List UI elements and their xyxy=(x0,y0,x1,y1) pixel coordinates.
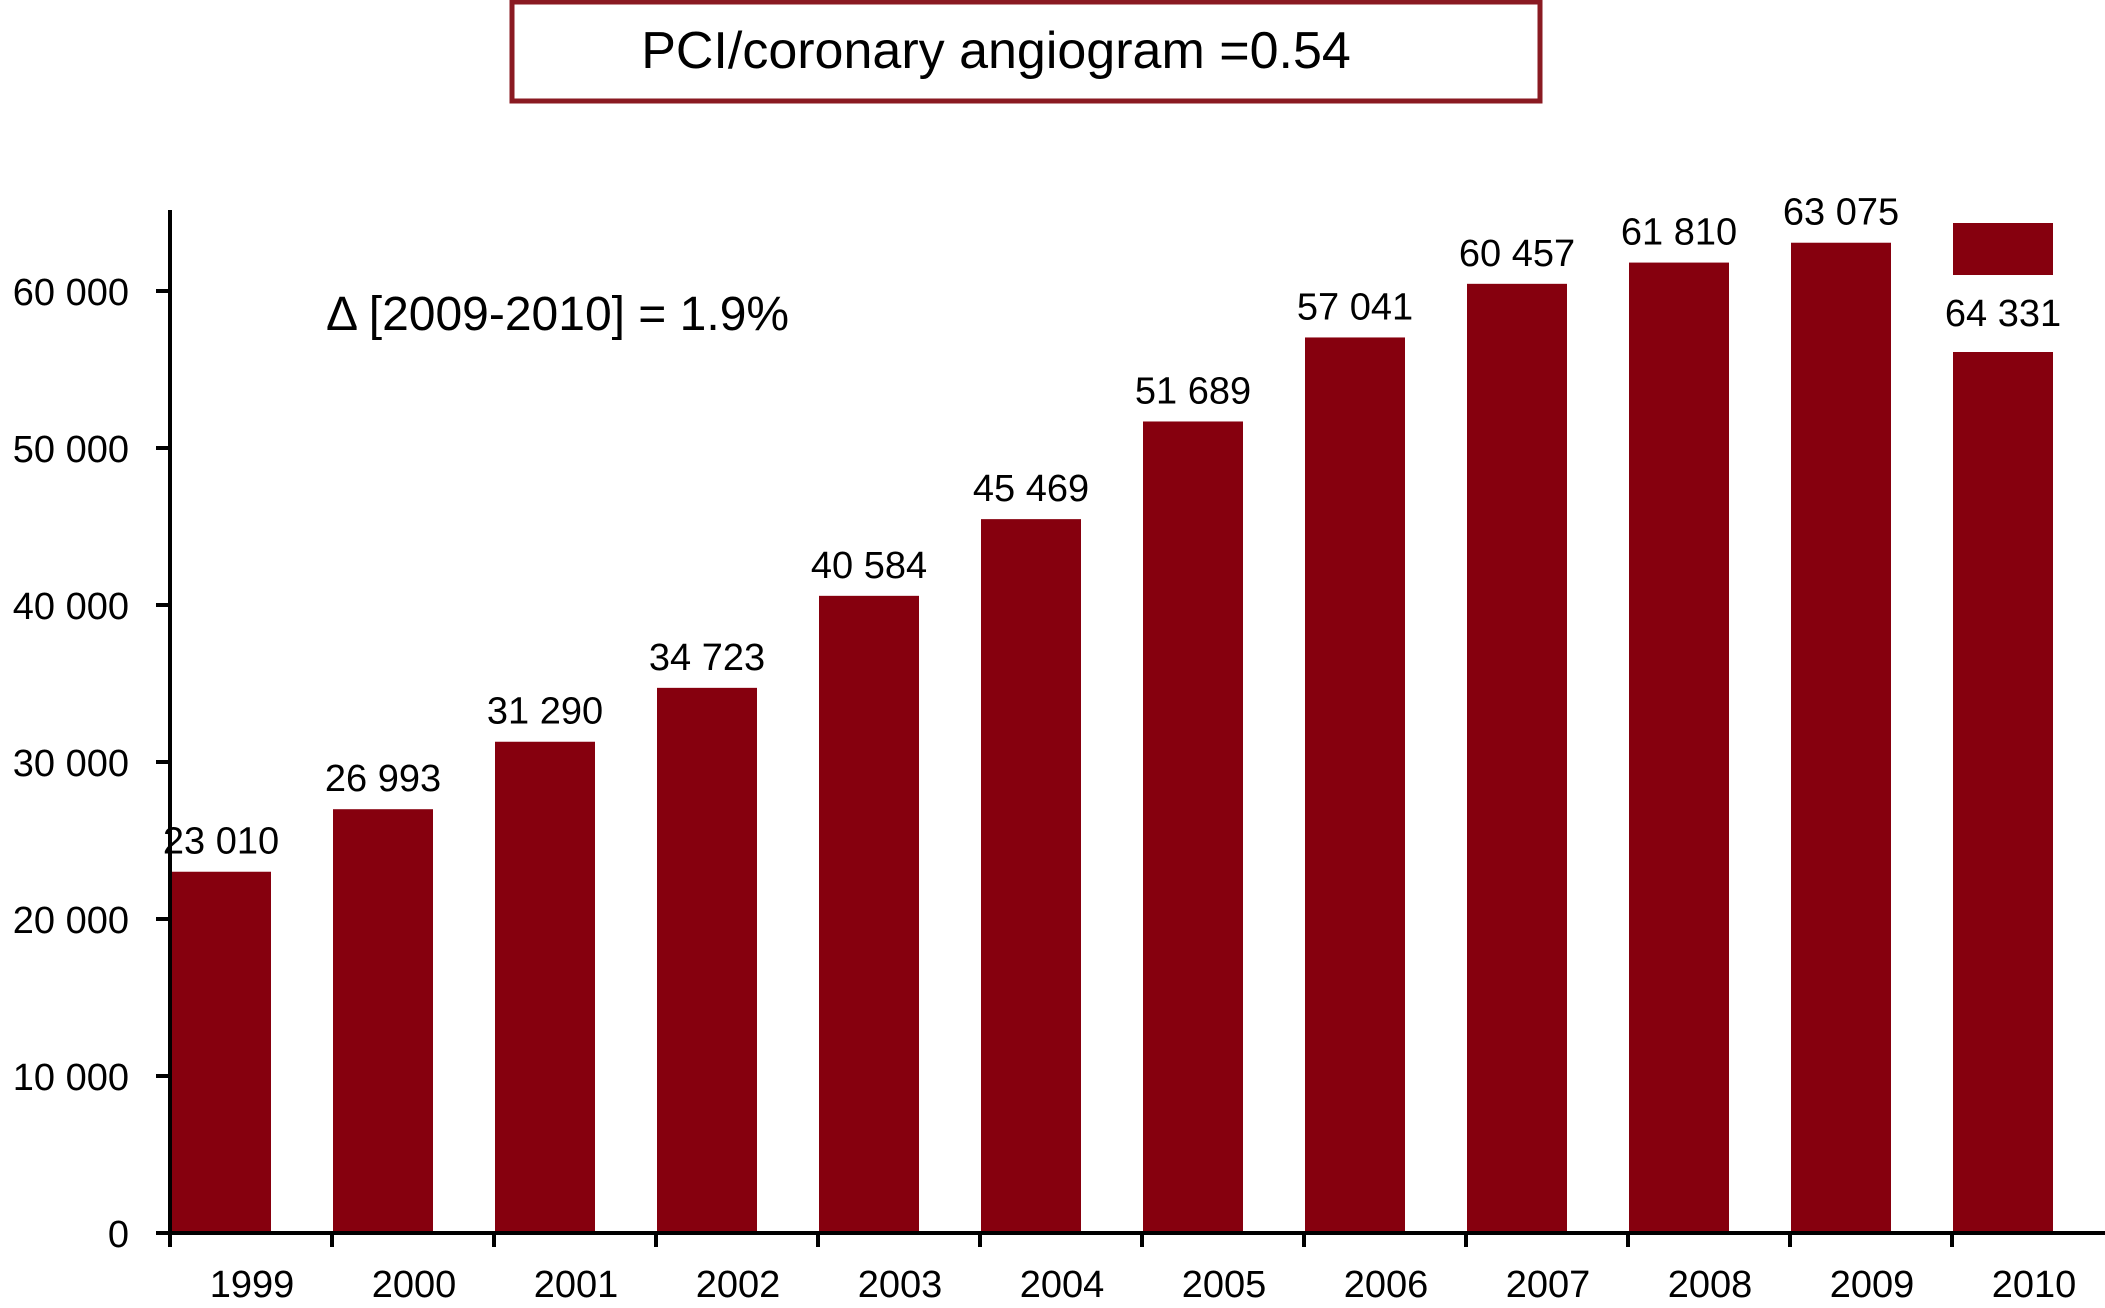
bar xyxy=(495,741,595,1233)
x-tick-label: 1999 xyxy=(210,1264,295,1306)
x-tick-label: 2003 xyxy=(858,1264,943,1306)
value-label: 34 723 xyxy=(649,637,765,679)
x-tick-label: 2000 xyxy=(372,1264,457,1306)
x-tick-label: 2001 xyxy=(534,1264,619,1306)
x-tick-label: 2008 xyxy=(1668,1264,1753,1306)
y-tick-label: 50 000 xyxy=(13,429,129,471)
x-tick-label: 2004 xyxy=(1020,1264,1105,1306)
bar xyxy=(981,519,1081,1233)
bar xyxy=(1467,283,1567,1234)
y-tick-label: 10 000 xyxy=(13,1057,129,1099)
value-label: 60 457 xyxy=(1459,233,1575,275)
value-label: 26 993 xyxy=(325,758,441,800)
y-tick-label: 60 000 xyxy=(13,272,129,314)
bar xyxy=(657,687,757,1233)
value-label: 31 290 xyxy=(487,691,603,733)
x-tick-label: 2005 xyxy=(1182,1264,1267,1306)
chart-title: PCI/coronary angiogram =0.54 xyxy=(641,22,1351,80)
bar xyxy=(819,595,919,1233)
bar xyxy=(1791,242,1891,1233)
x-tick-label: 2010 xyxy=(1992,1264,2077,1306)
value-label: 45 469 xyxy=(973,468,1089,510)
bar xyxy=(1305,337,1405,1233)
value-label: 61 810 xyxy=(1621,212,1737,254)
bar-top-segment xyxy=(1953,223,2053,276)
bar xyxy=(1953,352,2053,1233)
y-tick-label: 30 000 xyxy=(13,743,129,785)
bar xyxy=(333,809,433,1233)
value-label: 64 331 xyxy=(1945,293,2061,335)
value-label: 40 584 xyxy=(811,545,927,587)
bar xyxy=(1629,262,1729,1233)
y-tick-label: 0 xyxy=(108,1214,129,1256)
y-tick-label: 20 000 xyxy=(13,900,129,942)
bar xyxy=(171,871,271,1233)
value-label: 51 689 xyxy=(1135,370,1251,412)
x-tick-label: 2002 xyxy=(696,1264,781,1306)
bar xyxy=(1143,421,1243,1234)
x-tick-label: 2006 xyxy=(1344,1264,1429,1306)
delta-annotation: Δ [2009-2010] = 1.9% xyxy=(326,288,789,341)
title-box xyxy=(509,0,1543,104)
value-label: 63 075 xyxy=(1783,192,1899,234)
x-tick-label: 2009 xyxy=(1830,1264,1915,1306)
value-label: 57 041 xyxy=(1297,286,1413,328)
x-tick-label: 2007 xyxy=(1506,1264,1591,1306)
y-tick-label: 40 000 xyxy=(13,586,129,628)
value-label: 23 010 xyxy=(163,821,279,863)
